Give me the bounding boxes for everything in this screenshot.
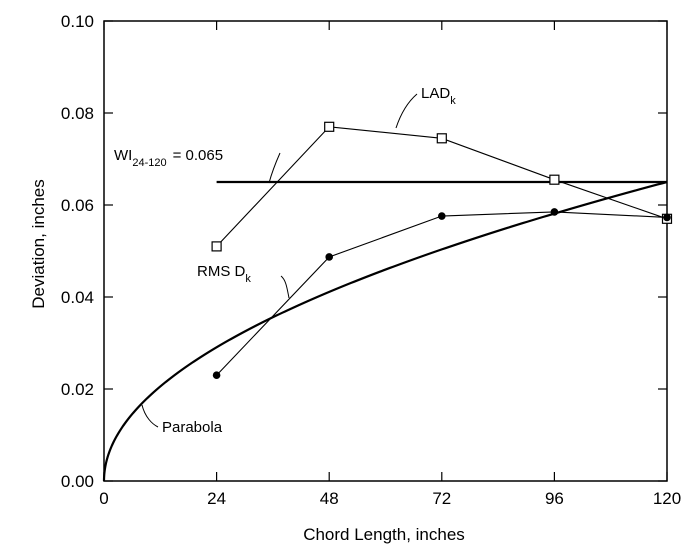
wi-leader-line (268, 152, 281, 184)
x-tick-label: 24 (207, 489, 226, 508)
rms-line (216, 211, 668, 376)
rms-point (438, 212, 446, 220)
parabola-curve (102, 180, 668, 482)
lad-point (324, 121, 335, 132)
wi-annotation: WI24-120 = 0.065 (114, 147, 281, 184)
x-tick-label: 48 (320, 489, 339, 508)
x-axis-title: Chord Length, inches (303, 525, 465, 544)
wi-label: WI24-120 = 0.065 (114, 147, 223, 169)
x-tick-label: 96 (545, 489, 564, 508)
y-tick-label: 0.02 (61, 380, 94, 399)
x-tick-label: 0 (99, 489, 108, 508)
x-tick-label: 72 (432, 489, 451, 508)
parabola-annotation: Parabola (141, 404, 223, 436)
rms-point (212, 371, 221, 380)
lad-point (436, 133, 447, 144)
parabola-leader-line (141, 404, 159, 428)
y-axis-title: Deviation, inches (29, 179, 48, 308)
lad-leader-line (395, 93, 418, 129)
y-tick-label: 0.06 (61, 196, 94, 215)
rms-label: RMS Dk (197, 263, 251, 285)
rms-leader-line (280, 275, 290, 299)
rms-point (550, 208, 559, 216)
y-tick-label: 0.04 (61, 288, 94, 307)
axis-ticks: 0 24 48 72 96 120 0.00 0.02 0.04 0.06 0.08 0.10 (61, 12, 681, 508)
lad-point (549, 174, 560, 185)
y-tick-label: 0.00 (61, 472, 94, 491)
series-layer (102, 121, 673, 482)
rms-annotation: RMS Dk (197, 263, 290, 299)
y-tick-label: 0.08 (61, 104, 94, 123)
rms-point (663, 213, 671, 222)
parabola-label: Parabola (162, 419, 223, 436)
lad-line (216, 126, 668, 247)
x-tick-label: 120 (653, 489, 681, 508)
plot-frame (103, 20, 668, 482)
y-tick-label: 0.10 (61, 12, 94, 31)
lad-point (211, 241, 222, 252)
lad-label: LADk (421, 85, 456, 107)
rms-point (325, 253, 334, 261)
lad-annotation: LADk (395, 85, 456, 129)
plot-area (103, 20, 668, 482)
